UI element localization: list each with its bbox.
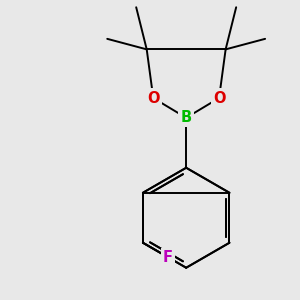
Text: F: F bbox=[163, 250, 173, 265]
Text: O: O bbox=[213, 91, 225, 106]
Text: O: O bbox=[147, 91, 160, 106]
Text: B: B bbox=[181, 110, 192, 125]
